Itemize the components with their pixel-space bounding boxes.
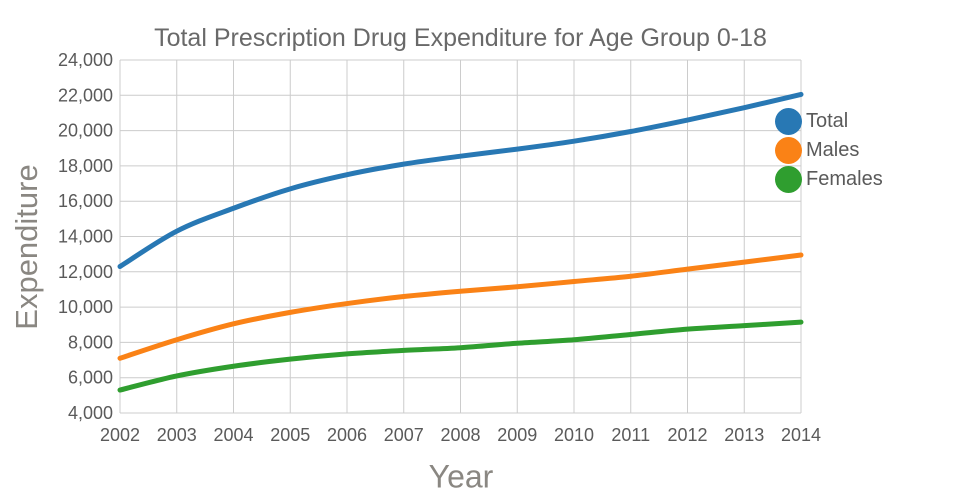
x-tick-label: 2005 [270,425,310,445]
y-tick-label: 10,000 [58,297,113,317]
legend-label-males: Males [806,139,860,161]
y-tick-label: 14,000 [58,227,113,247]
x-tick-label: 2008 [440,425,480,445]
y-tick-label: 18,000 [58,156,113,176]
series-line-total [117,91,804,270]
x-tick-label: 2006 [327,425,367,445]
x-tick-label: 2010 [554,425,594,445]
y-tick-label: 12,000 [58,262,113,282]
x-tick-label: 2007 [384,425,424,445]
legend-item-total: Total [775,108,883,135]
y-tick-label: 6,000 [68,368,113,388]
legend-label-total: Total [806,110,849,132]
series-line-males [117,252,804,361]
y-tick-label: 16,000 [58,191,113,211]
x-tick-label: 2002 [100,425,140,445]
legend-dot-total-icon [775,108,802,135]
chart-title: Total Prescription Drug Expenditure for … [154,24,767,52]
y-tick-label: 24,000 [58,50,113,70]
x-tick-label: 2009 [497,425,537,445]
y-tick-label: 4,000 [68,403,113,423]
x-tick-label: 2011 [611,425,650,445]
x-tick-label: 2013 [724,425,764,445]
legend-item-females: Females [775,166,883,193]
x-tick-label: 2014 [781,425,821,445]
x-tick-label: 2012 [667,425,707,445]
x-tick-label: 2004 [213,425,253,445]
y-tick-label: 8,000 [68,332,113,352]
legend-dot-males-icon [775,137,802,164]
x-axis-title: Year [428,458,494,495]
y-tick-label: 22,000 [58,85,113,105]
y-tick-label: 20,000 [58,121,113,141]
legend-item-males: Males [775,137,883,164]
legend: Total Males Females [775,108,883,193]
legend-label-females: Females [806,168,883,190]
legend-dot-females-icon [775,166,802,193]
series-line-females [117,319,804,393]
x-tick-label: 2003 [157,425,197,445]
